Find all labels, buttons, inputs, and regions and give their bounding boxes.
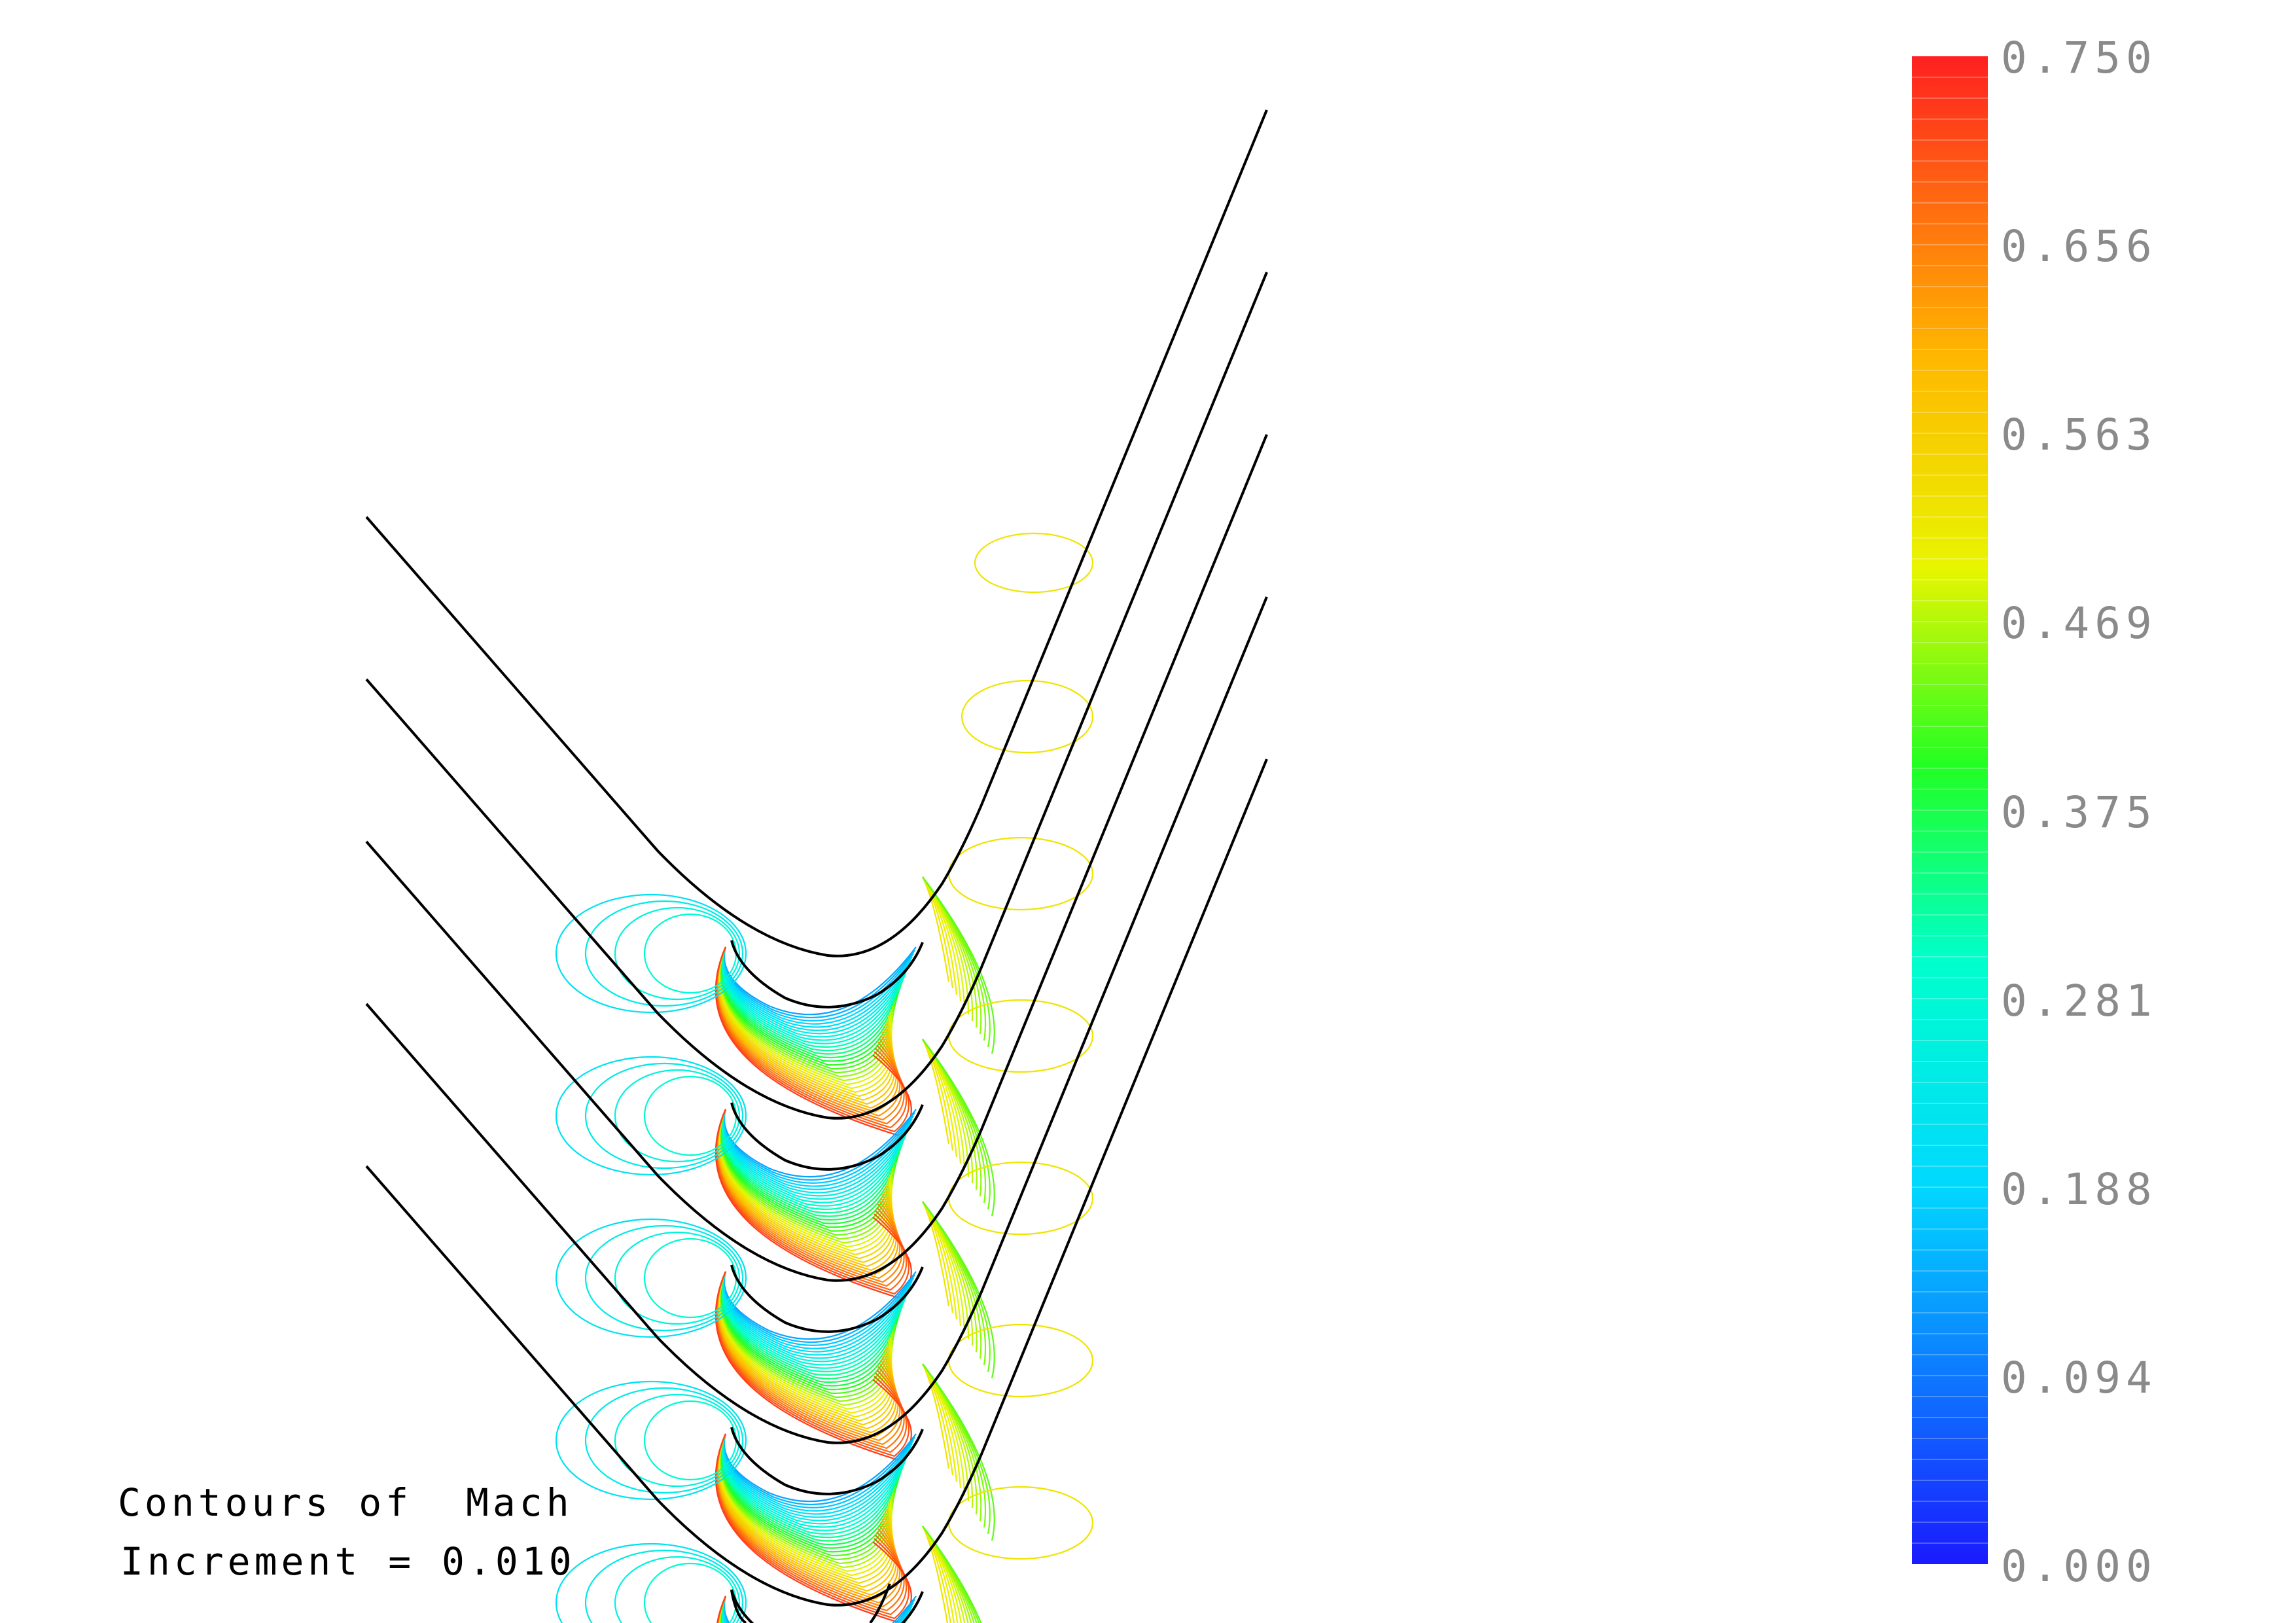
blade-passage xyxy=(365,758,1268,1623)
blade-lower-surface xyxy=(730,1589,924,1623)
mach-isoline xyxy=(722,946,911,1028)
blade-upper-wall xyxy=(365,758,1268,1607)
mach-isoline xyxy=(723,1596,914,1623)
mach-isoline xyxy=(715,1433,912,1623)
blade-upper-wall xyxy=(365,596,1268,1444)
mach-isoline xyxy=(723,1271,915,1343)
colorbar-tick-label: 0.094 xyxy=(2001,1352,2157,1403)
colorbar xyxy=(1912,56,1988,1564)
colorbar-tick-label: 0.188 xyxy=(2001,1164,2157,1215)
blade-lower-surface xyxy=(730,1583,891,1623)
outlet-contours xyxy=(961,532,1094,754)
blade-passage xyxy=(365,596,1268,1495)
mach-isoline xyxy=(722,1109,911,1190)
mach-isoline xyxy=(555,1380,747,1501)
contour-group xyxy=(555,1323,1094,1623)
mach-isoline xyxy=(584,1224,744,1332)
mach-isoline xyxy=(722,1271,913,1349)
mach-isoline xyxy=(723,1433,917,1503)
colorbar-tick-label: 0.000 xyxy=(2001,1541,2157,1592)
blade-passage xyxy=(365,434,1268,1333)
contour-group xyxy=(555,836,1094,1137)
mach-isoline xyxy=(922,1363,995,1541)
mach-isoline xyxy=(722,1596,909,1623)
mach-isoline xyxy=(555,1056,747,1176)
mach-isoline xyxy=(722,1271,911,1353)
blade-passage xyxy=(365,272,1268,1171)
mach-isoline xyxy=(722,1109,910,1194)
contour-group xyxy=(555,1161,1094,1461)
mach-isoline xyxy=(722,1433,910,1518)
mach-isoline xyxy=(584,900,744,1007)
colorbar-tick-label: 0.656 xyxy=(2001,221,2157,272)
mach-isoline xyxy=(922,1201,995,1379)
mach-isoline xyxy=(722,946,910,1031)
colorbar-tick-label: 0.375 xyxy=(2001,787,2157,838)
mach-isoline xyxy=(584,1387,744,1494)
blade-upper-wall xyxy=(365,272,1268,1120)
mach-isoline xyxy=(922,1525,982,1623)
colorbar-tick-label: 0.563 xyxy=(2001,410,2157,461)
contour-group xyxy=(555,999,1094,1299)
blade-lower-surface xyxy=(730,1427,924,1495)
colorbar-tick-label: 0.750 xyxy=(2001,33,2157,83)
mach-isoline xyxy=(555,1543,747,1623)
mach-isoline xyxy=(614,1231,741,1325)
mach-contours xyxy=(555,532,1094,1623)
mach-isoline xyxy=(555,893,747,1014)
mach-isoline xyxy=(715,1271,912,1461)
mach-isoline xyxy=(722,946,913,1025)
mach-isoline xyxy=(947,1486,1094,1560)
increment-label: Increment = 0.010 xyxy=(120,1539,576,1584)
blade-lower-surface xyxy=(730,940,924,1008)
mach-isoline xyxy=(614,1069,741,1163)
mach-isoline xyxy=(922,1039,995,1217)
colorbar-tick-label: 0.281 xyxy=(2001,975,2157,1026)
mach-isoline xyxy=(961,679,1094,754)
mach-isoline xyxy=(614,1393,741,1488)
mach-isoline xyxy=(722,1433,911,1515)
mach-isoline xyxy=(922,876,995,1054)
blade-lower-surface xyxy=(730,1264,924,1333)
contour-title: Contours of Mach xyxy=(118,1480,573,1525)
blade-upper-wall xyxy=(365,434,1268,1282)
colorbar-tick-label: 0.469 xyxy=(2001,598,2157,649)
blade-profiles xyxy=(365,109,1268,1623)
mach-isoline xyxy=(974,532,1094,594)
mach-isoline xyxy=(723,1109,917,1178)
mach-isoline xyxy=(614,1556,741,1623)
mach-isoline xyxy=(715,1109,912,1299)
mach-isoline xyxy=(723,946,915,1018)
mach-isoline xyxy=(722,1109,913,1187)
mach-isoline xyxy=(723,946,917,1016)
mach-isoline xyxy=(584,1549,744,1623)
blade-upper-wall xyxy=(365,109,1268,957)
mach-isoline xyxy=(584,1062,744,1169)
mach-isoline xyxy=(614,906,741,1001)
mach-isoline xyxy=(723,1596,915,1623)
blade-lower-surface xyxy=(730,1102,924,1171)
mach-isoline xyxy=(723,1596,917,1623)
mach-isoline xyxy=(723,1271,917,1340)
mach-isoline xyxy=(555,1218,747,1338)
mach-isoline xyxy=(723,1109,915,1181)
mach-isoline xyxy=(722,1433,913,1512)
mach-isoline xyxy=(722,1271,910,1356)
blade-passage xyxy=(365,109,1268,1008)
mach-isoline xyxy=(715,946,912,1137)
mach-isoline xyxy=(723,1433,915,1505)
